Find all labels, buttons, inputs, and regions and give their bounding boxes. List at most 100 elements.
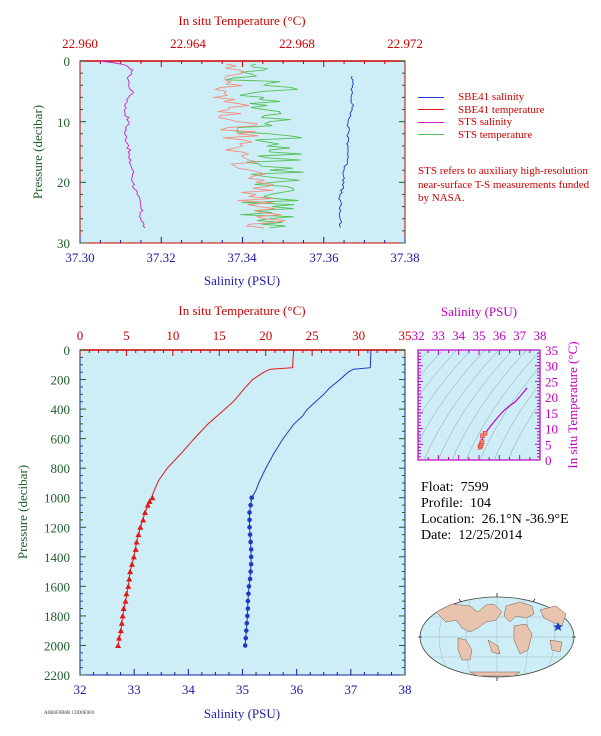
legend: SBE41 salinity SBE41 temperature STS sal… — [418, 91, 544, 141]
plot1-series-line — [225, 63, 304, 229]
temperature-sample-marker — [115, 642, 122, 648]
temperature-sample-marker — [120, 605, 127, 612]
legend-item: STS salinity — [418, 116, 544, 129]
temperature-sample-marker — [142, 509, 148, 515]
panel-main: In situ Temperature (°C) 0 5 10 15 20 25 30 35 … — [15, 303, 412, 721]
plot3-right-tick-label: 20 — [545, 390, 558, 405]
legend-swatch-sbe-temperature — [418, 109, 444, 111]
temperature-sample-marker — [140, 516, 147, 523]
plot1-y-tick-label: 20 — [57, 175, 70, 190]
plot2-top-tick-label: 25 — [306, 328, 319, 343]
plot3-right-tick-label: 35 — [545, 343, 558, 358]
plot3-right-tick-label: 5 — [545, 437, 552, 452]
isopycnal-line — [493, 383, 540, 460]
plot1-top-tick-label: 22.960 — [62, 36, 98, 51]
salinity-sample-marker — [248, 569, 253, 574]
sts-note: STS refers to auxiliary high-resolution … — [418, 165, 590, 204]
plot1-bottom-tick-label: 37.38 — [390, 250, 419, 265]
salinity-sample-marker — [243, 635, 249, 641]
plot2-y-tick-label: 200 — [51, 373, 71, 388]
plot1-series-line — [213, 63, 286, 229]
profile-value: 104 — [470, 496, 491, 511]
plot1-series — [100, 60, 355, 229]
plot2-y-tick-label: 1200 — [44, 520, 70, 535]
plot1-y-tick-label: 30 — [57, 236, 70, 251]
date-key: Date: — [421, 528, 452, 543]
temperature-sample-marker — [127, 568, 134, 575]
legend-label: STS salinity — [458, 116, 513, 128]
temperature-sample-marker — [130, 553, 137, 560]
plot2-bottom-tick-label: 33 — [128, 682, 141, 697]
footer-stamp: A0B0F0B0B C0D0E0F0 — [44, 711, 95, 716]
isopycnal-group — [418, 350, 540, 460]
isopycnal-line — [451, 350, 528, 460]
plot3-right-tick-label: 25 — [545, 374, 558, 389]
plot2-top-tick-labels: 0 5 10 15 20 25 30 35 — [77, 328, 412, 343]
plot2-y-tick-label: 400 — [51, 402, 71, 417]
temperature-sample-marker — [117, 627, 124, 634]
salinity-sample-marker — [247, 510, 252, 515]
plot2-y-tick-labels: 0 200 400 600 800 1000 1200 1400 1600 1800 2000 220… — [44, 343, 70, 683]
plot3-top-tick-label: 36 — [493, 328, 507, 343]
salinity-sample-marker — [247, 517, 252, 523]
ts-deep-marker — [479, 439, 485, 444]
float-key: Float: — [421, 480, 454, 495]
plot2-bottom-tick-label: 35 — [236, 682, 249, 697]
plot3-right-axis-label: In situ Temperature (°C) — [565, 341, 580, 468]
profile-key: Profile: — [421, 496, 463, 511]
plot2-y-tick-label: 1800 — [44, 609, 70, 624]
plot3-background — [417, 349, 541, 461]
plot2-top-tick-label: 0 — [77, 328, 84, 343]
legend-label: SBE41 temperature — [458, 103, 545, 116]
salinity-sample-marker — [248, 547, 254, 552]
plot3-top-tick-labels: 32 33 34 35 36 37 38 — [412, 328, 547, 343]
world-map — [418, 593, 576, 681]
isopycnal-line — [418, 350, 472, 419]
float-row: Float: 7599 — [421, 480, 569, 496]
plot3-top-tick-label: 35 — [473, 328, 486, 343]
plot2-y-tick-label: 1000 — [44, 491, 70, 506]
ts-deep-marker — [482, 431, 488, 436]
float-value: 7599 — [460, 480, 489, 495]
plot3-right-tick-label: 10 — [545, 422, 558, 437]
legend-swatch-sts-salinity — [418, 121, 444, 123]
temperature-sample-marker — [135, 531, 142, 538]
plot1-y-tick-label: 10 — [57, 115, 70, 130]
float-info: Float: 7599 Profile: 104 Location: 26.1°… — [421, 480, 569, 544]
isopycnal-lines — [418, 350, 540, 460]
temperature-sample-marker — [118, 620, 125, 626]
plot2-series — [115, 349, 372, 648]
temperature-sample-marker — [125, 583, 132, 589]
plot2-top-tick-label: 10 — [166, 328, 179, 343]
plot3-right-tick-label: 0 — [545, 453, 552, 468]
plot3-top-tick-label: 37 — [513, 328, 527, 343]
plot1-series-line — [338, 75, 355, 228]
location-row: Location: 26.1°N -36.9°E — [421, 512, 569, 528]
salinity-sample-marker — [247, 576, 253, 582]
plot2-bottom-tick-labels: 32 33 34 35 36 37 38 — [74, 682, 412, 697]
isopycnal-line — [418, 350, 486, 444]
salinity-sample-marker — [242, 643, 248, 648]
plot2-bottom-axis-label: Salinity (PSU) — [204, 706, 280, 721]
salinity-sample-marker — [248, 502, 253, 508]
legend-item: STS temperature — [418, 129, 544, 142]
plot2-top-axis-label: In situ Temperature (°C) — [178, 303, 305, 318]
temperature-sample-marker — [132, 546, 139, 552]
plot1-bottom-tick-label: 37.36 — [309, 250, 339, 265]
legend-label: STS temperature — [458, 128, 533, 141]
temperature-sample-marker — [129, 561, 135, 567]
plot2-y-tick-label: 800 — [51, 461, 71, 476]
temperature-sample-marker — [137, 524, 144, 530]
plot1-series-line — [100, 60, 146, 229]
plot2-top-tick-label: 20 — [259, 328, 272, 343]
profile-row: Profile: 104 — [421, 496, 569, 512]
salinity-sample-marker — [248, 539, 253, 545]
plot2-y-tick-label: 600 — [51, 432, 71, 447]
plot1-bottom-tick-label: 37.34 — [227, 250, 257, 265]
plot2-y-tick-label: 1600 — [44, 579, 70, 594]
plot1-bottom-tick-label: 37.30 — [65, 250, 94, 265]
plot2-top-tick-label: 15 — [213, 328, 226, 343]
temperature-sample-marker — [144, 502, 151, 508]
